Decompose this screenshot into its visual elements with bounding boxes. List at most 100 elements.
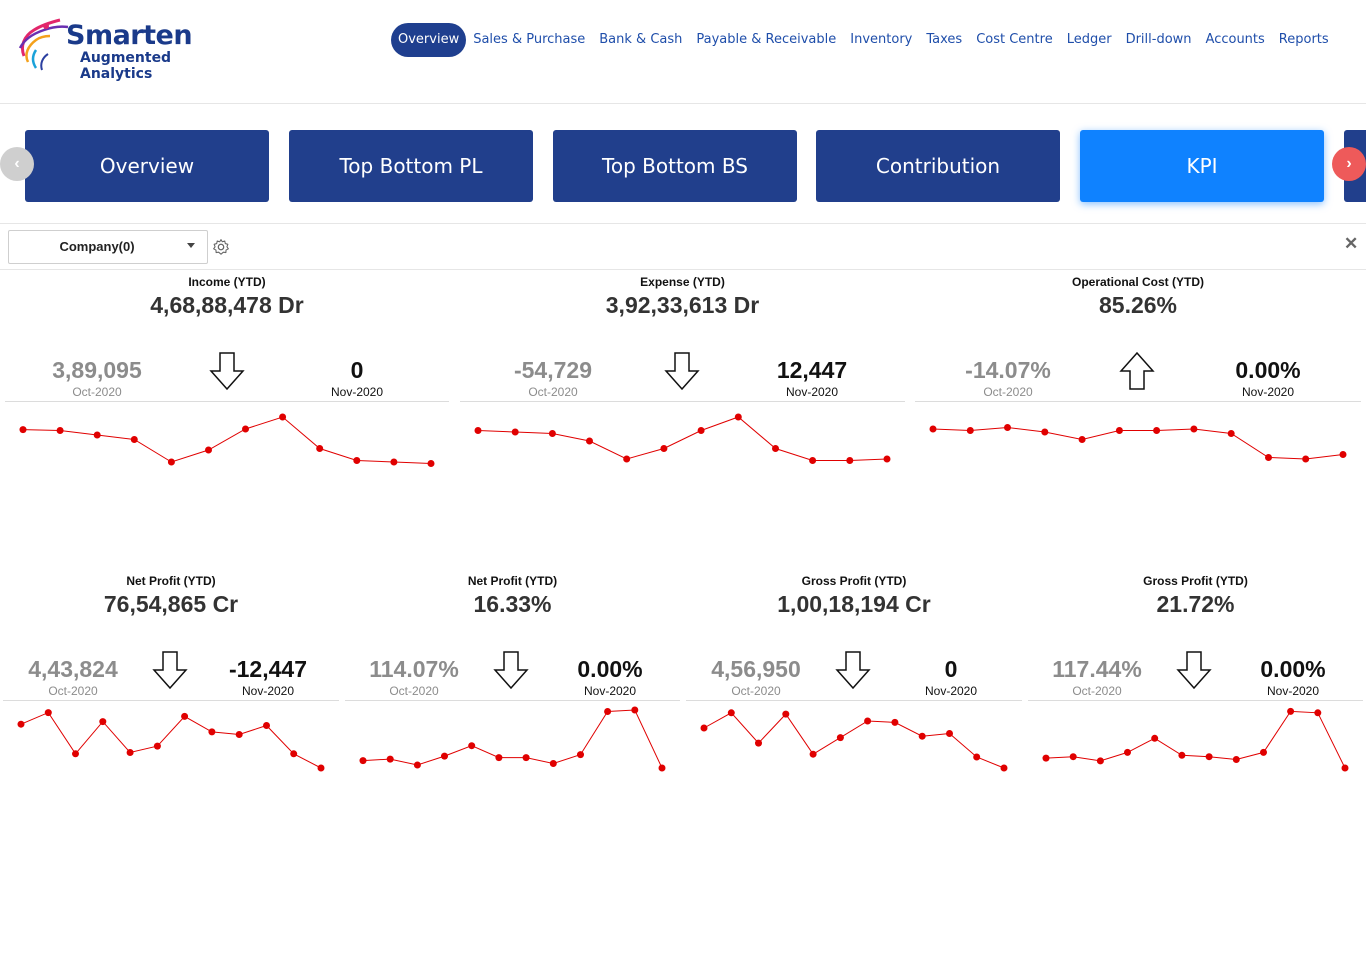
sparkline-point[interactable] [966, 427, 974, 434]
sparkline-point[interactable] [549, 760, 557, 767]
sparkline-point[interactable] [1153, 427, 1161, 434]
tab-prev-button[interactable]: ‹ [0, 147, 34, 181]
sparkline-point[interactable] [263, 722, 270, 729]
sparkline-point[interactable] [474, 427, 482, 434]
sparkline-point[interactable] [623, 455, 631, 463]
close-icon[interactable]: ✕ [1344, 234, 1359, 253]
sparkline-point[interactable] [1227, 430, 1235, 437]
sparkline-point[interactable] [1041, 428, 1049, 436]
sparkline-point[interactable] [727, 709, 735, 717]
nav-item-payable-receivable[interactable]: Payable & Receivable [696, 32, 837, 47]
sparkline-point[interactable] [772, 445, 779, 452]
sparkline-point[interactable] [1151, 734, 1159, 742]
nav-item-sales-purchase[interactable]: Sales & Purchase [473, 32, 586, 47]
sparkline-point[interactable] [126, 749, 134, 756]
sparkline-point[interactable] [468, 742, 476, 750]
nav-item-taxes[interactable]: Taxes [926, 32, 963, 47]
tab-kpi[interactable]: KPI [1080, 130, 1324, 202]
sparkline-point[interactable] [511, 428, 519, 436]
nav-item-accounts[interactable]: Accounts [1205, 32, 1265, 47]
nav-item-cost-centre[interactable]: Cost Centre [976, 32, 1053, 47]
nav-item-reports[interactable]: Reports [1278, 32, 1329, 47]
sparkline-point[interactable] [734, 413, 742, 421]
sparkline-point[interactable] [929, 425, 937, 433]
sparkline-point[interactable] [883, 455, 891, 463]
tab-next-button[interactable]: › [1332, 147, 1366, 181]
sparkline-point[interactable] [1287, 707, 1295, 715]
sparkline-point[interactable] [836, 734, 844, 742]
sparkline-point[interactable] [846, 457, 854, 464]
nav-item-overview[interactable]: Overview [391, 23, 467, 57]
sparkline-point[interactable] [413, 761, 421, 769]
sparkline-point[interactable] [586, 437, 593, 445]
sparkline-point[interactable] [946, 730, 953, 737]
sparkline-point[interactable] [495, 754, 503, 762]
sparkline-point[interactable] [1232, 756, 1240, 763]
sparkline-point[interactable] [809, 457, 817, 464]
sparkline-point[interactable] [1000, 764, 1008, 772]
sparkline-point[interactable] [130, 436, 138, 443]
sparkline-point[interactable] [1069, 753, 1077, 761]
sparkline-point[interactable] [208, 728, 216, 736]
sparkline-point[interactable] [891, 718, 899, 726]
tab-contribution[interactable]: Contribution [816, 130, 1060, 202]
sparkline-point[interactable] [44, 709, 52, 717]
sparkline-point[interactable] [604, 708, 612, 715]
sparkline-point[interactable] [809, 750, 817, 758]
sparkline-point[interactable] [658, 764, 666, 772]
sparkline-point[interactable] [290, 750, 298, 758]
sparkline-point[interactable] [697, 427, 705, 434]
sparkline-point[interactable] [1078, 436, 1086, 443]
nav-item-inventory[interactable]: Inventory [850, 32, 913, 47]
sparkline-point[interactable] [56, 427, 64, 434]
sparkline-point[interactable] [441, 752, 448, 760]
sparkline-point[interactable] [755, 739, 762, 747]
sparkline-point[interactable] [1042, 754, 1050, 762]
sparkline-point[interactable] [316, 445, 324, 452]
sparkline-point[interactable] [205, 446, 212, 454]
sparkline-point[interactable] [918, 732, 926, 740]
nav-item-ledger[interactable]: Ledger [1066, 32, 1112, 47]
nav-item-drill-down[interactable]: Drill-down [1125, 32, 1192, 47]
sparkline-point[interactable] [660, 445, 668, 452]
sparkline-point[interactable] [631, 706, 639, 714]
sparkline-point[interactable] [577, 751, 584, 759]
sparkline-point[interactable] [93, 431, 101, 439]
sparkline-point[interactable] [386, 755, 394, 763]
sparkline-point[interactable] [1178, 751, 1186, 759]
tab-top-bottom-pl[interactable]: Top Bottom PL [289, 130, 533, 202]
sparkline-point[interactable] [1096, 757, 1104, 765]
sparkline-point[interactable] [235, 731, 243, 738]
sparkline-point[interactable] [353, 457, 361, 464]
sparkline-point[interactable] [317, 764, 325, 772]
sparkline-point[interactable] [390, 458, 398, 466]
sparkline-point[interactable] [864, 717, 872, 725]
sparkline-point[interactable] [522, 754, 530, 762]
sparkline-point[interactable] [973, 753, 981, 761]
sparkline-point[interactable] [99, 718, 107, 726]
sparkline-point[interactable] [359, 757, 367, 765]
sparkline-point[interactable] [1205, 753, 1213, 761]
sparkline-point[interactable] [1314, 709, 1322, 717]
sparkline-point[interactable] [242, 425, 249, 433]
nav-item-bank-cash[interactable]: Bank & Cash [599, 32, 683, 47]
sparkline-point[interactable] [19, 426, 27, 434]
sparkline-point[interactable] [1115, 427, 1123, 434]
sparkline-point[interactable] [167, 458, 175, 466]
sparkline-point[interactable] [1190, 425, 1198, 433]
sparkline-point[interactable] [427, 460, 435, 467]
tab-overview[interactable]: Overview [25, 130, 269, 202]
sparkline-point[interactable] [279, 413, 287, 421]
sparkline-point[interactable] [700, 724, 708, 732]
sparkline-point[interactable] [181, 712, 189, 720]
sparkline-point[interactable] [72, 750, 79, 758]
sparkline-point[interactable] [782, 710, 790, 718]
brand-logo[interactable]: Smarten Augmented Analytics [14, 12, 244, 82]
sparkline-point[interactable] [153, 742, 161, 750]
company-select[interactable]: Company(0) [8, 230, 208, 264]
sparkline-point[interactable] [1004, 424, 1011, 431]
tab-top-bottom-bs[interactable]: Top Bottom BS [553, 130, 797, 202]
sparkline-point[interactable] [548, 430, 556, 437]
sparkline-point[interactable] [1260, 748, 1267, 756]
sparkline-point[interactable] [1265, 454, 1272, 461]
